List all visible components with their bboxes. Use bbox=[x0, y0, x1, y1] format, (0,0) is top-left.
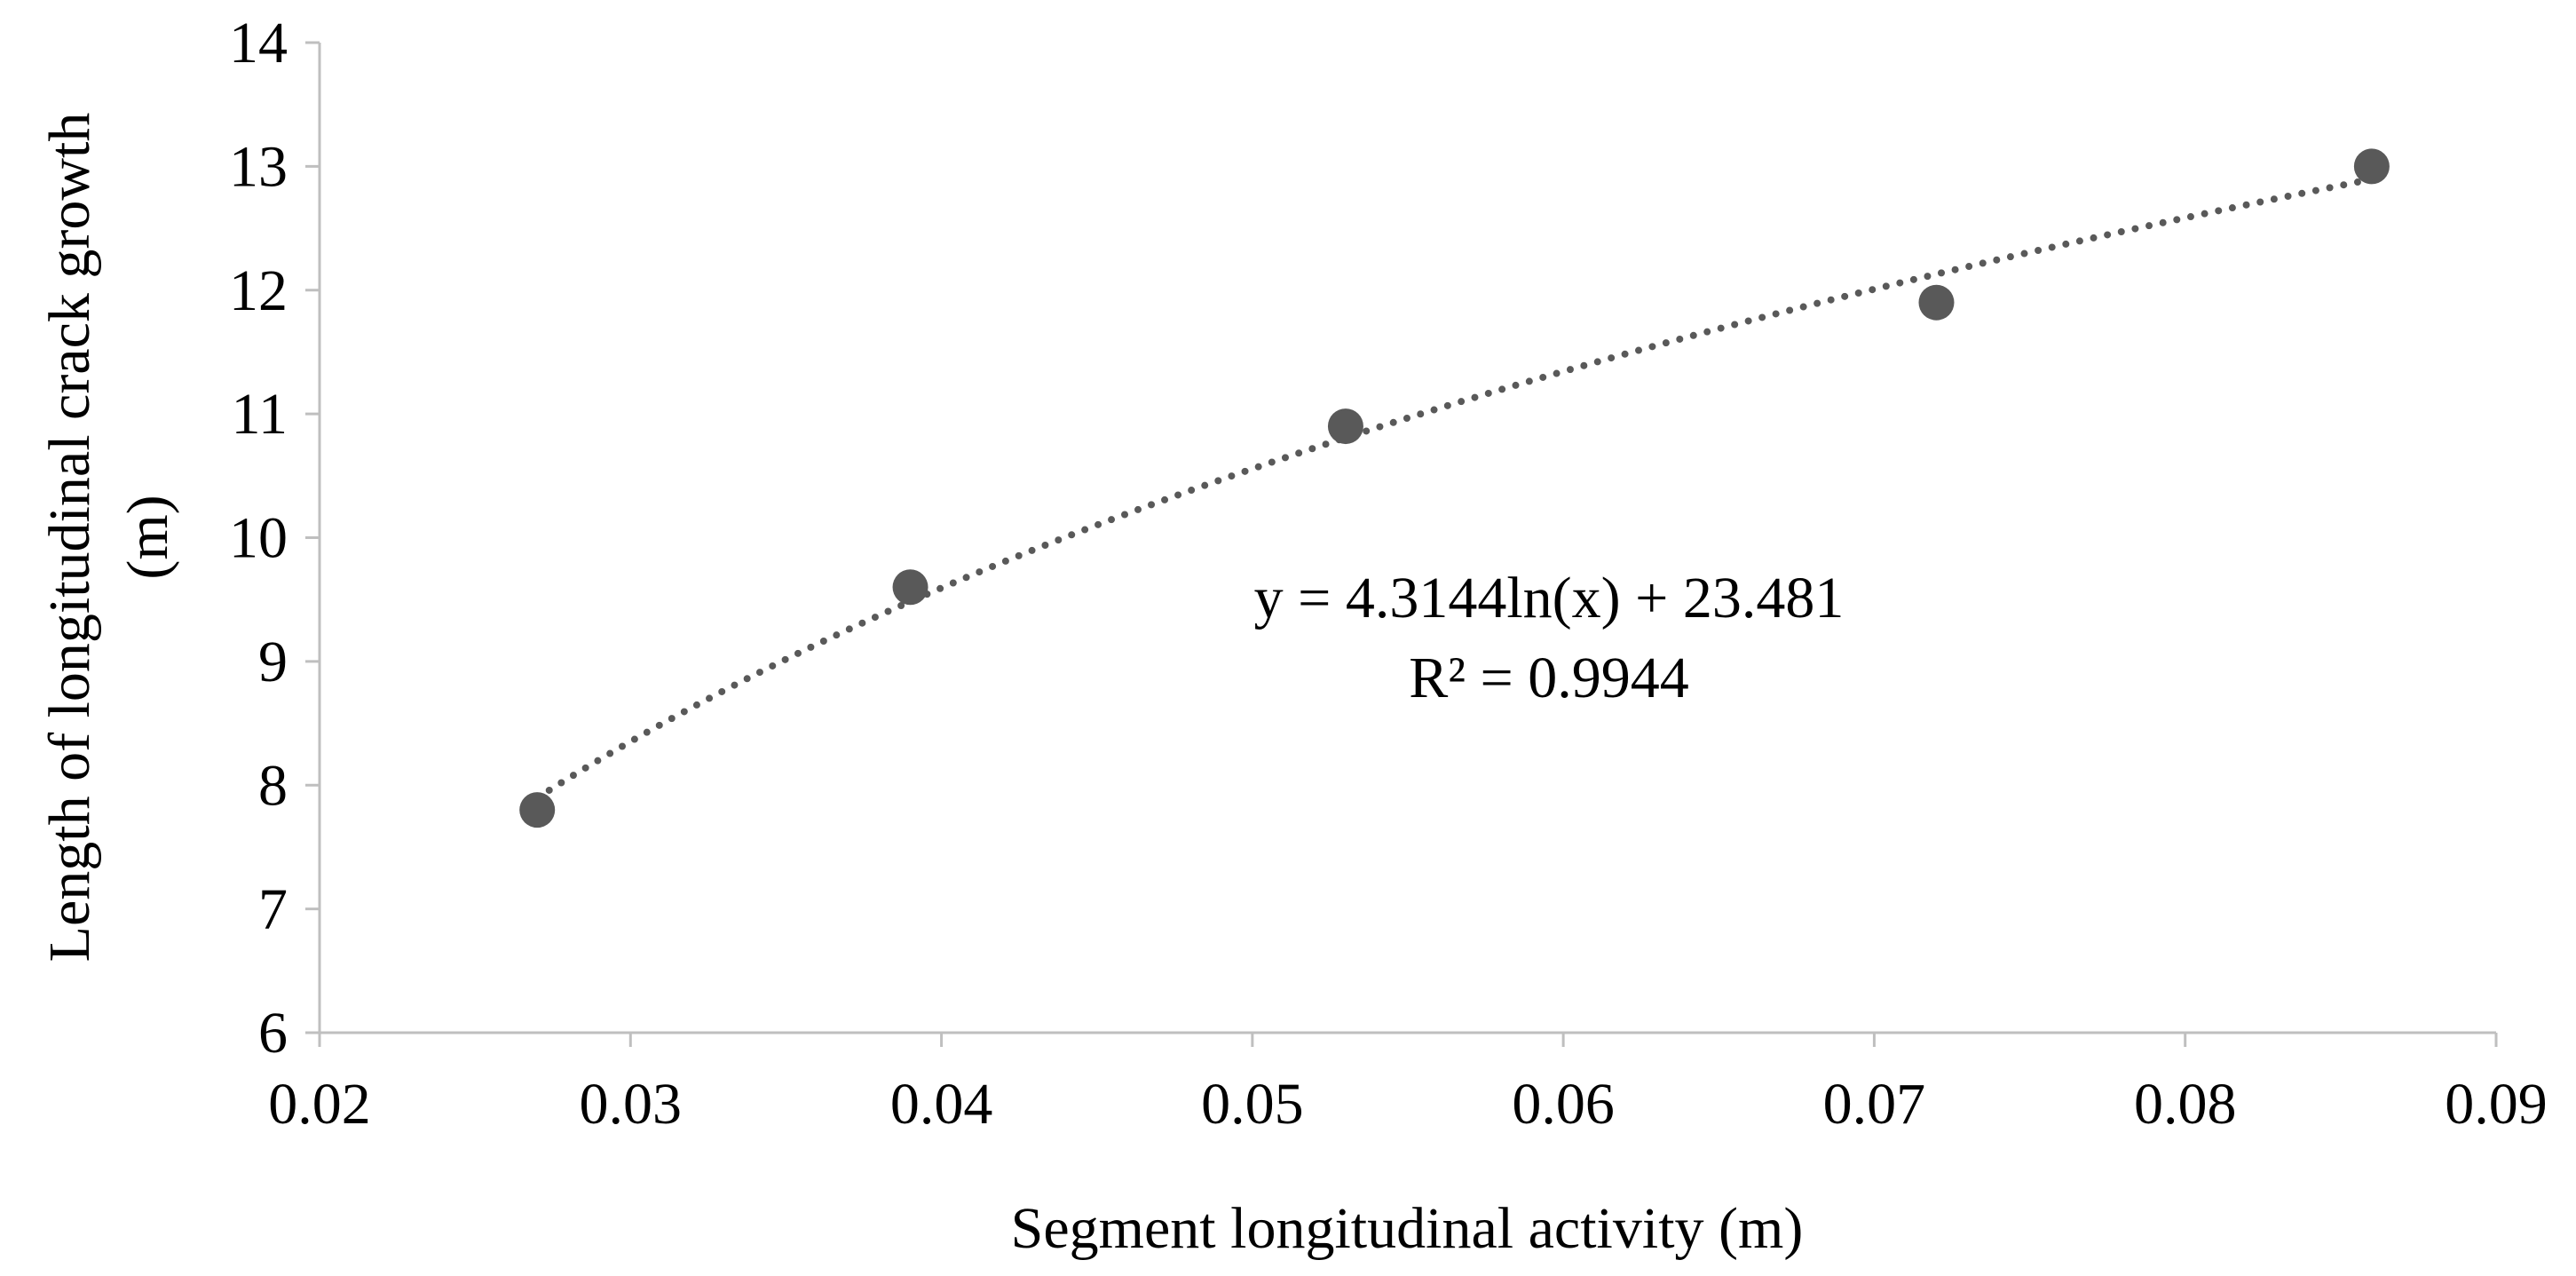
data-point bbox=[519, 792, 556, 828]
x-tick-label: 0.06 bbox=[1512, 1072, 1615, 1137]
x-tick-label: 0.02 bbox=[268, 1072, 371, 1137]
y-tick-label: 12 bbox=[229, 258, 288, 323]
tick-labels: 6 7 8 9 10 11 12 13 14 0.02 0.03 0.04 0.05 0.06 0.07 0.… bbox=[229, 11, 2548, 1137]
y-tick-label: 7 bbox=[258, 877, 288, 942]
axes bbox=[318, 43, 2496, 1034]
data-point bbox=[2353, 148, 2390, 185]
x-tick-label: 0.07 bbox=[1823, 1072, 1926, 1137]
x-tick-label: 0.04 bbox=[890, 1072, 993, 1137]
data-point bbox=[1327, 408, 1363, 445]
y-axis-title-line-2: (m) bbox=[115, 495, 180, 579]
y-axis-title-line-1: Length of longitudinal crack growth bbox=[37, 113, 102, 963]
ticks bbox=[305, 41, 2498, 1047]
x-axis-title: Segment longitudinal activity (m) bbox=[1011, 1196, 1804, 1261]
y-tick-label: 6 bbox=[258, 1001, 288, 1066]
trendline bbox=[533, 175, 2375, 802]
y-tick-label: 9 bbox=[258, 630, 288, 694]
data-point bbox=[892, 569, 928, 606]
x-tick-label: 0.08 bbox=[2134, 1072, 2237, 1137]
x-tick-label: 0.03 bbox=[580, 1072, 683, 1137]
x-tick-label: 0.05 bbox=[1201, 1072, 1304, 1137]
data-point bbox=[1918, 284, 1955, 321]
trendline-equation: y = 4.3144ln(x) + 23.481 bbox=[1254, 566, 1845, 630]
y-tick-label: 11 bbox=[231, 382, 288, 447]
y-tick-label: 8 bbox=[258, 753, 288, 818]
y-tick-label: 10 bbox=[229, 506, 288, 571]
x-tick-label: 0.09 bbox=[2445, 1072, 2548, 1137]
y-tick-label: 14 bbox=[229, 11, 288, 75]
y-tick-label: 13 bbox=[229, 134, 288, 199]
data-points bbox=[519, 148, 2390, 828]
r-squared-label: R² = 0.9944 bbox=[1409, 646, 1689, 710]
